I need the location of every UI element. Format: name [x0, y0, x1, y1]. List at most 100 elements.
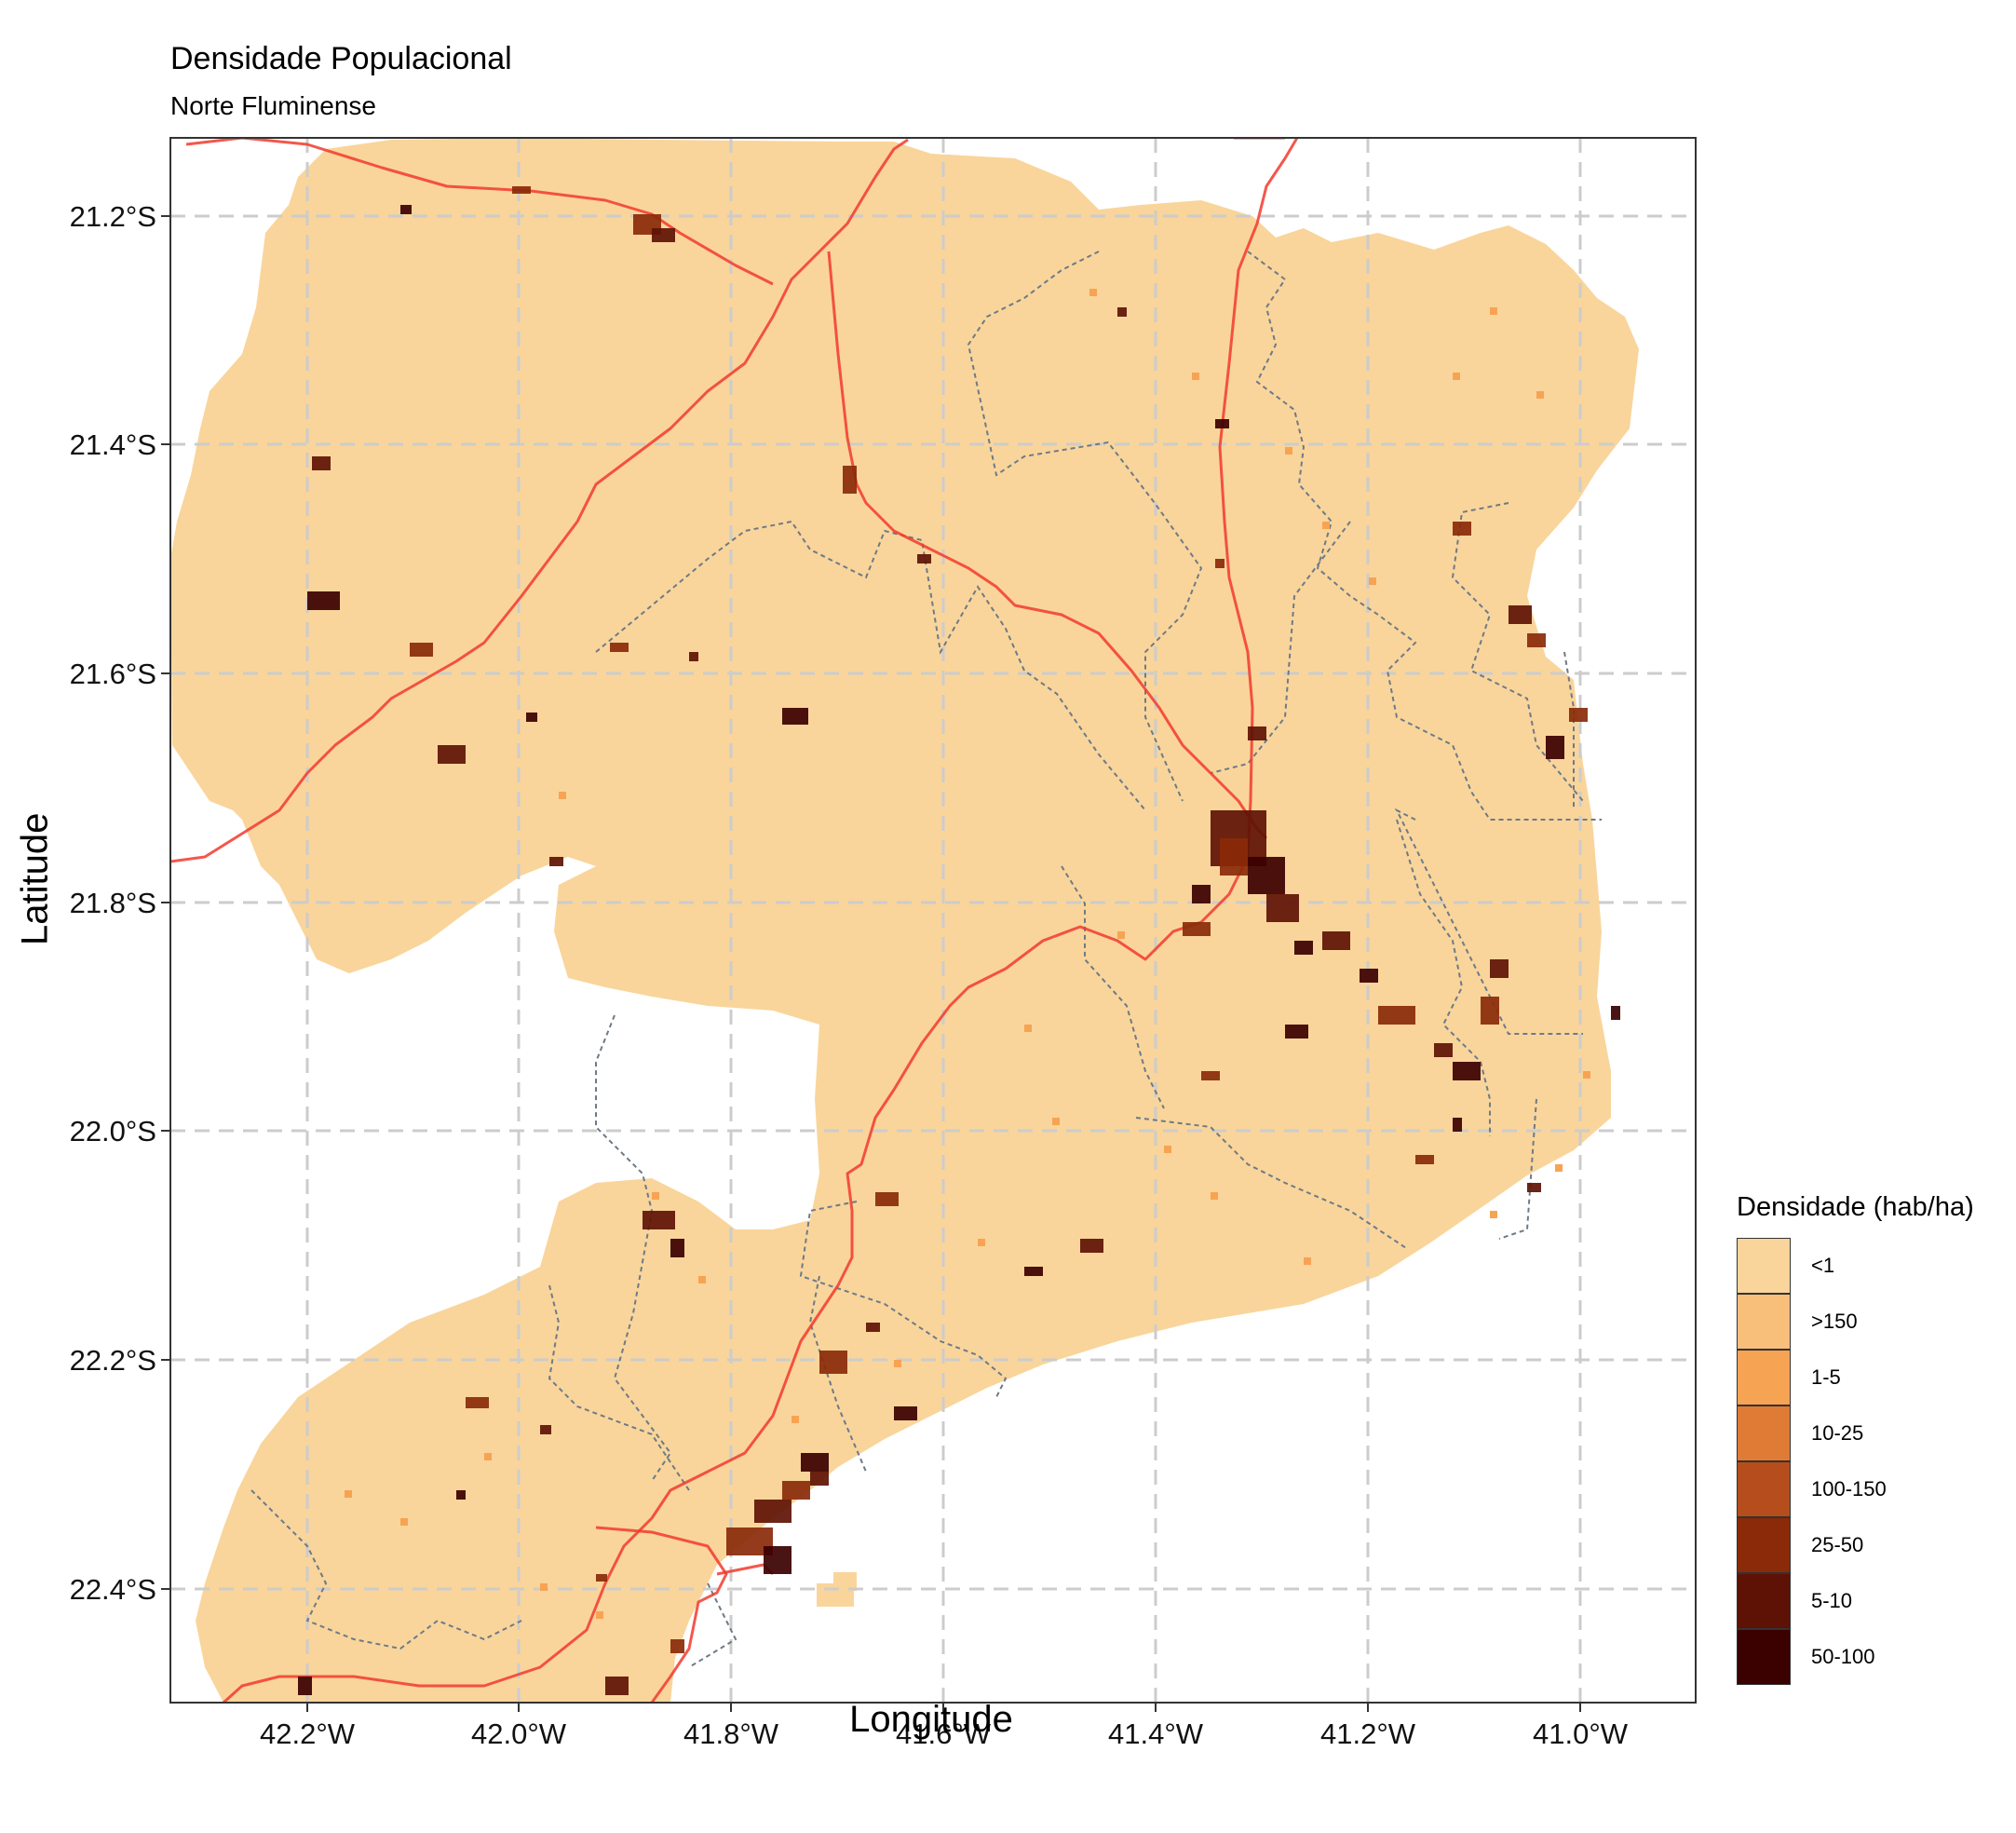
- density-cluster: [764, 1546, 792, 1574]
- density-cell-low: [652, 1192, 659, 1200]
- density-cluster: [1569, 708, 1588, 722]
- x-tick-label: 42.0°W: [471, 1718, 567, 1750]
- x-axis: 42.2°W 42.0°W 41.8°W 41.6°W 41.4°W 41.2°W 41.0…: [260, 1703, 1629, 1750]
- legend-swatch: [1737, 1294, 1791, 1350]
- legend-swatch: [1737, 1629, 1791, 1685]
- legend-label: <1: [1811, 1254, 1835, 1277]
- density-cluster: [526, 713, 537, 722]
- legend-swatch: [1737, 1238, 1791, 1294]
- density-cell-low: [1322, 522, 1330, 529]
- x-tick-label: 41.0°W: [1533, 1718, 1629, 1750]
- density-cluster: [1215, 559, 1224, 568]
- density-cell-low: [1490, 1211, 1497, 1218]
- density-cluster: [643, 1211, 675, 1229]
- density-cluster: [512, 186, 531, 194]
- density-cell-low: [1453, 373, 1460, 380]
- municipal-boundary: [1396, 819, 1491, 1136]
- density-cell-low: [1490, 307, 1497, 315]
- density-cell-low: [1304, 1257, 1311, 1265]
- y-tick-label: 22.2°S: [70, 1344, 156, 1377]
- density-cluster: [894, 1406, 917, 1420]
- road: [1218, 138, 1299, 858]
- density-cluster: [549, 857, 563, 866]
- density-cluster: [1546, 736, 1564, 759]
- density-cluster: [1080, 1239, 1103, 1253]
- y-tick-label: 21.8°S: [70, 887, 156, 919]
- density-cluster: [866, 1323, 880, 1332]
- density-cluster: [1453, 1118, 1462, 1132]
- density-cluster: [1453, 522, 1471, 536]
- legend: Densidade (hab/ha) <1 >150 1-5 10-25 100-150…: [1737, 1192, 1974, 1685]
- x-tick-label: 42.2°W: [260, 1718, 356, 1750]
- density-cell-low: [596, 1611, 603, 1619]
- density-cell-low: [1555, 1164, 1563, 1172]
- x-tick-label: 41.6°W: [896, 1718, 992, 1750]
- legend-label: 1-5: [1811, 1365, 1841, 1389]
- density-cluster: [1415, 1155, 1434, 1164]
- density-cluster: [596, 1574, 607, 1582]
- legend-item: <1: [1737, 1238, 1974, 1294]
- municipal-boundaries: [250, 251, 1602, 1668]
- y-tick-label: 21.2°S: [70, 200, 156, 233]
- density-cluster: [605, 1677, 629, 1695]
- density-cluster: [610, 643, 629, 652]
- density-cluster: [1322, 931, 1350, 950]
- density-cell-low: [978, 1239, 985, 1246]
- density-cell-low: [1164, 1146, 1171, 1153]
- density-cluster: [1024, 1267, 1043, 1276]
- density-cluster: [1360, 969, 1378, 983]
- region-norte-fluminense: [170, 138, 1639, 1703]
- urban-density-clusters: [298, 186, 1620, 1695]
- legend-item: 10-25: [1737, 1405, 1974, 1461]
- density-cluster: [801, 1453, 829, 1472]
- municipal-boundary: [1061, 865, 1165, 1109]
- y-axis: 21.2°S 21.4°S 21.6°S 21.8°S 22.0°S 22.2°S 22.4…: [70, 200, 170, 1606]
- x-tick-label: 41.8°W: [683, 1718, 779, 1750]
- density-cluster: [782, 1481, 810, 1500]
- municipal-boundary: [808, 1275, 867, 1473]
- gridlines: [170, 138, 1696, 1703]
- density-cluster: [1215, 419, 1229, 428]
- density-cluster: [1285, 1025, 1308, 1039]
- density-cluster: [689, 652, 698, 661]
- density-cluster: [1527, 633, 1546, 647]
- density-cell-low: [345, 1490, 352, 1498]
- municipal-boundary: [688, 1582, 737, 1668]
- municipal-boundary: [1394, 808, 1583, 1035]
- legend-item: 100-150: [1737, 1461, 1974, 1517]
- density-cluster: [819, 1351, 847, 1374]
- density-cell-low: [1089, 289, 1097, 296]
- y-tick-label: 21.4°S: [70, 428, 156, 461]
- density-cluster: [298, 1677, 312, 1695]
- density-cluster: [754, 1500, 792, 1523]
- legend-swatch: [1737, 1350, 1791, 1405]
- density-cell-low: [1583, 1071, 1590, 1079]
- y-axis-title: Latitude: [14, 812, 56, 945]
- legend-label: 5-10: [1811, 1589, 1853, 1612]
- legend-label: >150: [1811, 1310, 1858, 1333]
- legend-item: >150: [1737, 1294, 1974, 1350]
- density-cluster: [782, 708, 808, 725]
- municipal-boundary: [1563, 651, 1575, 810]
- municipal-boundary: [1247, 251, 1602, 821]
- legend-title: Densidade (hab/ha): [1737, 1192, 1974, 1222]
- road: [170, 138, 909, 863]
- map-subtitle: Norte Fluminense: [170, 91, 376, 120]
- density-cell-low: [1117, 931, 1125, 939]
- density-cluster: [1509, 605, 1532, 624]
- municipal-boundary: [1498, 1098, 1537, 1240]
- density-cluster: [466, 1397, 489, 1408]
- density-cluster: [843, 466, 857, 494]
- legend-item: 1-5: [1737, 1350, 1974, 1405]
- density-cluster: [400, 205, 412, 214]
- density-cluster: [1266, 894, 1299, 922]
- density-cell-low: [1052, 1118, 1060, 1125]
- density-cluster: [1294, 941, 1313, 955]
- density-cluster: [1453, 1062, 1481, 1080]
- density-cell-low: [792, 1416, 799, 1423]
- density-cluster: [1248, 726, 1266, 740]
- legend-label: 100-150: [1811, 1477, 1887, 1500]
- x-tick-label: 41.2°W: [1320, 1718, 1416, 1750]
- municipal-boundary: [250, 1489, 522, 1650]
